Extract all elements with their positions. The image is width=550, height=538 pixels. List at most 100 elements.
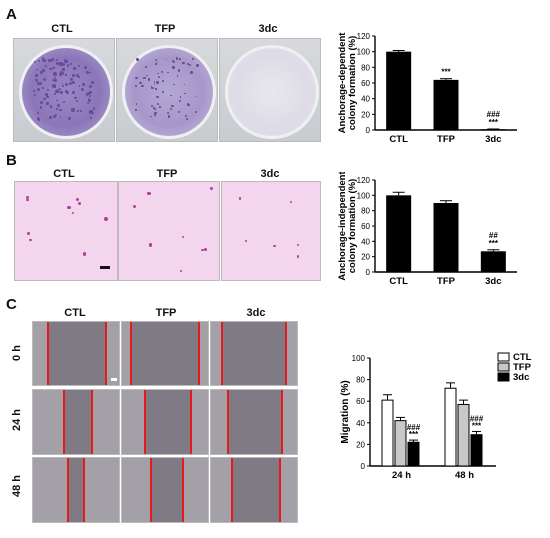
colony-dot bbox=[52, 66, 56, 70]
panel-c-row-48h: 48 h bbox=[11, 475, 23, 498]
colony-dot bbox=[167, 115, 170, 118]
panel-c-label-ctl: CTL bbox=[64, 307, 86, 319]
legend-label: CTL bbox=[513, 352, 532, 363]
colony-dot bbox=[135, 103, 138, 105]
colony-dot bbox=[59, 73, 62, 76]
colony-dot bbox=[191, 58, 194, 61]
colony-dot bbox=[35, 78, 38, 81]
colony-dot bbox=[296, 255, 300, 258]
bar bbox=[480, 129, 506, 131]
colony-dot bbox=[36, 111, 39, 114]
colony-dot bbox=[150, 86, 153, 88]
panel-a-label-tfp: TFP bbox=[154, 23, 176, 35]
colony-dot bbox=[171, 59, 175, 62]
panel-a-label-3dc: 3dc bbox=[258, 23, 278, 35]
colony-dot bbox=[80, 88, 84, 92]
y-tick-label: 20 bbox=[361, 253, 370, 262]
colony-dot bbox=[169, 107, 172, 110]
y-tick-label: 40 bbox=[361, 95, 370, 104]
colony-dot bbox=[103, 217, 108, 221]
panel-c-letter: C bbox=[6, 296, 17, 313]
colony-dot bbox=[175, 57, 179, 61]
colony-dot bbox=[69, 81, 73, 85]
colony-dot bbox=[46, 102, 49, 105]
colony-dot bbox=[141, 85, 144, 88]
colony-dot bbox=[273, 244, 276, 247]
colony-dot bbox=[77, 109, 79, 112]
colony-dot bbox=[64, 83, 69, 87]
y-tick-label: 40 bbox=[361, 237, 370, 246]
x-tick-label: TFP bbox=[437, 276, 456, 287]
colony-dot bbox=[56, 108, 58, 110]
colony-dot bbox=[78, 84, 81, 87]
colony-dot bbox=[179, 96, 182, 98]
colony-dot bbox=[178, 99, 181, 103]
colony-dot bbox=[33, 60, 36, 63]
colony-dot bbox=[59, 88, 62, 91]
colony-dot bbox=[78, 65, 81, 68]
significance-label: *** bbox=[441, 68, 451, 77]
colony-dot bbox=[40, 70, 44, 74]
colony-dot bbox=[146, 75, 148, 77]
significance-label: *** bbox=[489, 118, 499, 127]
colony-dot bbox=[71, 73, 75, 77]
colony-dot bbox=[45, 65, 47, 67]
scratch-0h-3dc bbox=[210, 321, 298, 386]
colony-dot bbox=[155, 88, 157, 90]
significance-label: *** bbox=[409, 430, 419, 439]
colony-dot bbox=[150, 105, 153, 108]
colony-dot bbox=[150, 87, 153, 90]
colony-dot bbox=[48, 116, 52, 120]
colony-dot bbox=[70, 63, 72, 65]
colony-dot bbox=[62, 100, 66, 103]
y-tick-label: 100 bbox=[352, 354, 366, 363]
colony-dot bbox=[75, 100, 78, 103]
colony-dot bbox=[42, 57, 44, 59]
y-tick-label: 80 bbox=[361, 207, 370, 216]
colony-dot bbox=[69, 77, 74, 82]
colony-dot bbox=[40, 100, 43, 104]
colony-dot bbox=[36, 117, 40, 120]
bar bbox=[457, 403, 470, 467]
colony-dot bbox=[47, 89, 50, 92]
y-tick-label: 60 bbox=[361, 79, 370, 88]
colony-dot bbox=[176, 75, 179, 77]
scale-bar bbox=[111, 378, 117, 381]
scratch-48h-ctl bbox=[32, 457, 120, 523]
colony-dot bbox=[158, 106, 161, 108]
colony-dot bbox=[200, 248, 204, 252]
panel-a-plate-3dc bbox=[219, 38, 321, 142]
colony-dot bbox=[52, 79, 54, 81]
x-tick-label: CTL bbox=[389, 134, 408, 145]
colony-dot bbox=[188, 63, 191, 66]
colony-dot bbox=[64, 89, 68, 93]
colony-dot bbox=[153, 80, 156, 83]
colony-dot bbox=[88, 99, 91, 102]
colony-dot bbox=[77, 201, 81, 205]
y-tick-label: 120 bbox=[357, 176, 371, 185]
colony-dot bbox=[59, 108, 62, 112]
colony-dot bbox=[35, 79, 39, 82]
legend-label: 3dc bbox=[513, 372, 529, 383]
colony-dot bbox=[56, 104, 60, 107]
colony-dot bbox=[154, 58, 158, 62]
legend-swatch bbox=[497, 352, 510, 362]
colony-dot bbox=[66, 64, 70, 67]
colony-dot bbox=[35, 74, 38, 77]
significance-label: ### bbox=[487, 110, 501, 119]
colony-dot bbox=[53, 76, 56, 79]
colony-dot bbox=[170, 94, 172, 97]
colony-dot bbox=[54, 93, 56, 95]
colony-dot bbox=[186, 103, 190, 106]
colony-dot bbox=[173, 60, 175, 63]
colony-dot bbox=[48, 58, 52, 62]
colony-dot bbox=[154, 114, 156, 116]
colony-dot bbox=[38, 82, 42, 86]
y-axis-label: Migration (%) bbox=[340, 380, 351, 443]
y-axis-label-line2: colony formation (%) bbox=[347, 179, 358, 273]
colony-dot bbox=[51, 58, 55, 61]
y-tick-label: 60 bbox=[361, 222, 370, 231]
colony-dot bbox=[62, 67, 65, 71]
colony-dot bbox=[56, 88, 59, 91]
colony-dot bbox=[55, 90, 58, 93]
